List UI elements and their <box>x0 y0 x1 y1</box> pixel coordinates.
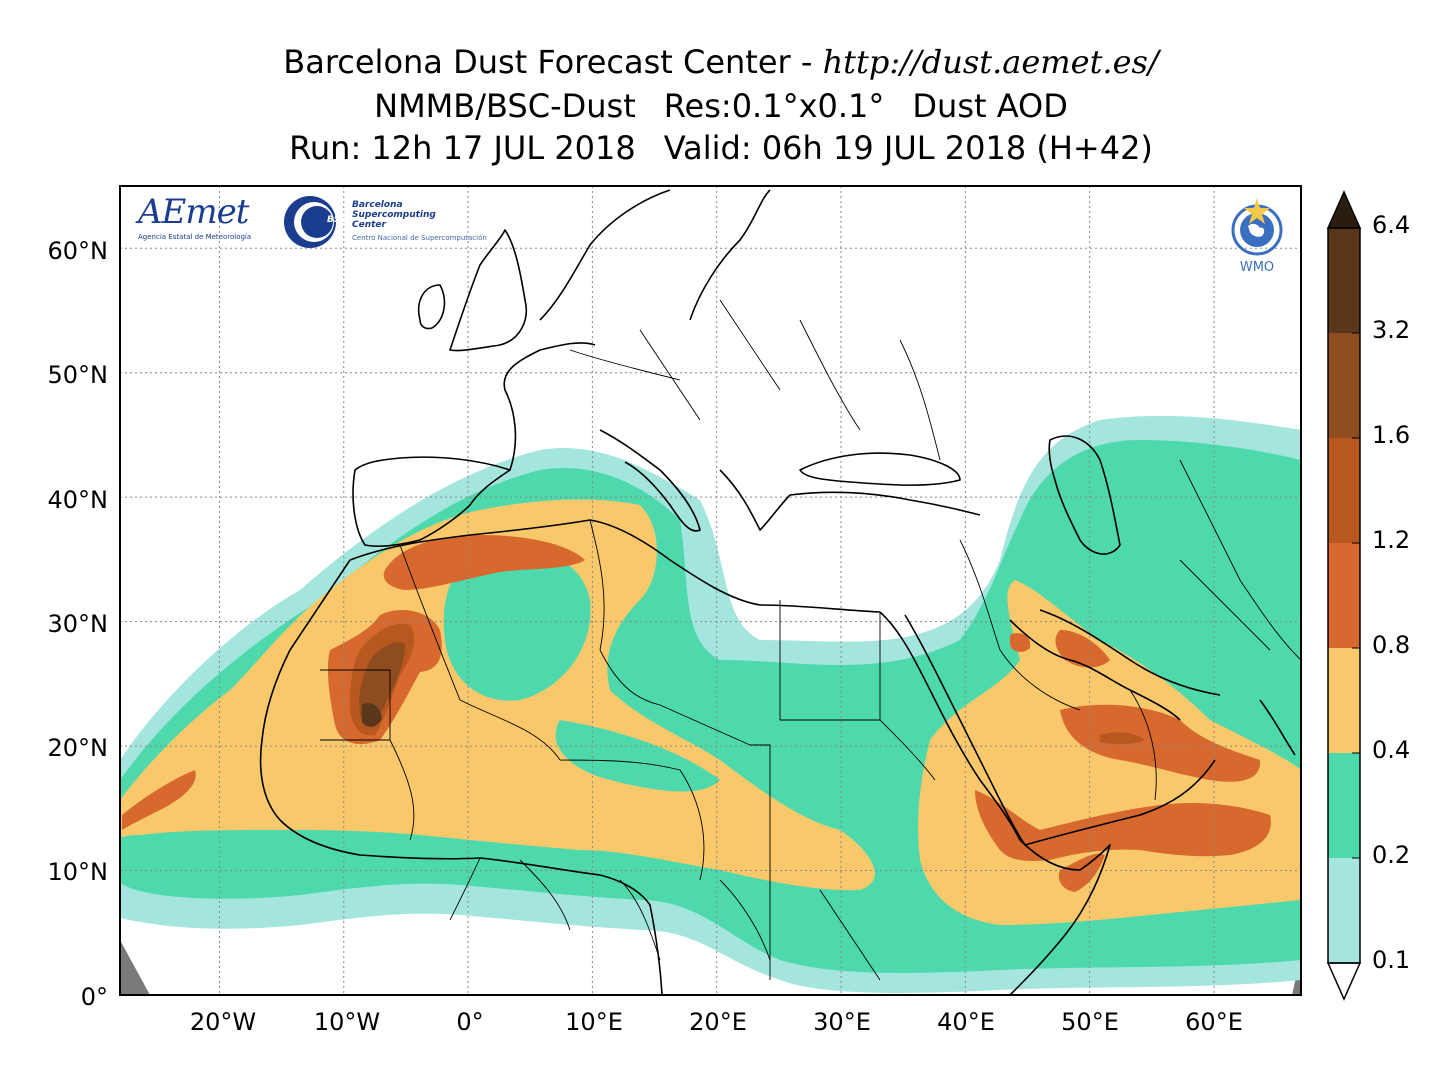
colorbar-label-0-8: 0.8 <box>1372 631 1411 659</box>
colorbar-label-0-4: 0.4 <box>1372 736 1411 764</box>
lat-label-20n: 20°N <box>47 734 109 762</box>
lon-label-40e: 40°E <box>937 1008 995 1036</box>
bsc-logo-icon <box>284 196 336 248</box>
coast-india <box>1259 699 1296 756</box>
title-model: NMMB/BSC-Dust <box>374 87 636 125</box>
dust-level-0-8-arabia-south <box>1060 704 1261 782</box>
colorbar-segment <box>1328 858 1360 963</box>
colorbar-segment <box>1328 438 1360 543</box>
coast-turkey <box>789 491 981 516</box>
no-data-corner-left <box>120 940 150 995</box>
coast-ireland <box>418 284 446 330</box>
dust-level-0-8-somalia <box>1058 853 1105 892</box>
colorbar-segment <box>1328 753 1360 858</box>
colorbar-label-0-2: 0.2 <box>1372 841 1411 869</box>
coast-britain <box>449 229 527 352</box>
dust-level-0-8-north-africa <box>383 535 585 590</box>
lon-label-20e: 20°E <box>689 1008 747 1036</box>
dust-level-0-8-atlantic <box>122 770 196 830</box>
coast-arabia-south <box>1024 759 1216 846</box>
bsc-logo-name-3: Center <box>352 220 386 230</box>
lon-label-50e: 50°E <box>1061 1008 1119 1036</box>
coast-arabia-west <box>904 614 1026 846</box>
colorbar-segment <box>1328 648 1360 753</box>
coastlines-borders <box>259 189 1301 995</box>
coast-iberia <box>352 456 511 547</box>
colorbar-segment <box>1328 543 1360 648</box>
colorbar <box>1326 190 1362 1001</box>
title-center-name: Barcelona Dust Forecast Center - <box>283 43 823 81</box>
aemet-logo-subtitle: Agencia Estatal de Meteorología <box>138 233 252 241</box>
lat-label-10n: 10°N <box>47 858 109 886</box>
coast-caspian <box>1048 435 1121 555</box>
lon-label-60e: 60°E <box>1185 1008 1243 1036</box>
wmo-logo-icon <box>1231 198 1283 256</box>
dust-level-0-2-inner-1 <box>443 550 591 701</box>
lon-label-0: 0° <box>456 1008 484 1036</box>
lon-label-30e: 30°E <box>813 1008 871 1036</box>
dust-fields <box>120 415 1301 995</box>
bsc-logo-badge: BSC <box>327 215 347 225</box>
colorbar-extend-max <box>1326 190 1362 229</box>
dust-level-0-8-gulf <box>1055 630 1110 668</box>
wmo-logo-text: WMO <box>1239 260 1275 275</box>
title-line-1: Barcelona Dust Forecast Center - http://… <box>0 42 1442 82</box>
dust-level-0-8-gulf-of-aden <box>975 790 1271 861</box>
bsc-logo-name-2: Supercomputing <box>352 210 436 220</box>
plot-frame <box>119 185 1302 996</box>
lat-label-60n: 60°N <box>47 237 109 265</box>
lat-label-0: 0° <box>80 983 108 1011</box>
colorbar-segment <box>1328 333 1360 438</box>
colorbar-label-1-6: 1.6 <box>1372 421 1411 449</box>
title-line-2: NMMB/BSC-Dust Res:0.1°x0.1° Dust AOD <box>0 86 1442 126</box>
lat-label-50n: 50°N <box>47 361 109 389</box>
colorbar-frame <box>1327 227 1361 964</box>
bsc-logo-name-1: Barcelona <box>352 200 403 210</box>
graticule <box>120 186 1301 995</box>
colorbar-segment <box>1328 228 1360 333</box>
coast-west-africa <box>259 559 601 876</box>
coast-black-sea <box>799 452 961 486</box>
bsc-logo: BSC Barcelona Supercomputing Center Cent… <box>282 194 512 250</box>
dust-level-1-2-arabia <box>1100 732 1145 745</box>
coast-italy <box>599 429 701 532</box>
title-run: Run: 12h 17 JUL 2018 <box>289 129 636 167</box>
coast-horn-of-africa <box>1009 839 1111 995</box>
coast-egypt-red-sea <box>879 611 1021 841</box>
coast-gulf-of-guinea <box>599 874 663 995</box>
title-url[interactable]: http://dust.aemet.es/ <box>822 43 1159 81</box>
colorbar-extend-min <box>1326 962 1362 1001</box>
wmo-logo: WMO <box>1222 196 1292 276</box>
dust-level-0-2-inner-2 <box>555 720 720 792</box>
coast-france <box>503 342 596 471</box>
title-variable: Dust AOD <box>912 87 1068 125</box>
colorbar-label-6-4: 6.4 <box>1372 211 1411 239</box>
aemet-logo: AEmet Agencia Estatal de Meteorología <box>138 192 268 252</box>
aemet-logo-text: AEmet <box>138 192 249 232</box>
bsc-logo-subtitle: Centro Nacional de Supercomputación <box>352 234 487 242</box>
coast-scandinavia <box>539 189 771 321</box>
coast-greece <box>719 469 791 531</box>
political-borders <box>320 299 1301 981</box>
lat-label-40n: 40°N <box>47 486 109 514</box>
dust-level-0-8-kuwait <box>1010 633 1031 652</box>
colorbar-label-1-2: 1.2 <box>1372 526 1411 554</box>
lon-label-10w: 10°W <box>313 1008 381 1036</box>
colorbar-label-3-2: 3.2 <box>1372 316 1411 344</box>
title-line-3: Run: 12h 17 JUL 2018 Valid: 06h 19 JUL 20… <box>0 128 1442 168</box>
lon-label-10e: 10°E <box>565 1008 623 1036</box>
title-resolution: Res:0.1°x0.1° <box>663 87 885 125</box>
dust-level-3-2-core <box>362 703 382 727</box>
colorbar-label-0-1: 0.1 <box>1372 946 1411 974</box>
bsc-logo-name: Barcelona Supercomputing Center <box>352 200 436 230</box>
coast-persian-gulf <box>1009 609 1221 721</box>
title-valid: Valid: 06h 19 JUL 2018 (H+42) <box>663 129 1153 167</box>
coast-north-africa <box>349 519 881 613</box>
lon-label-20w: 20°W <box>189 1008 257 1036</box>
lat-label-30n: 30°N <box>47 610 109 638</box>
